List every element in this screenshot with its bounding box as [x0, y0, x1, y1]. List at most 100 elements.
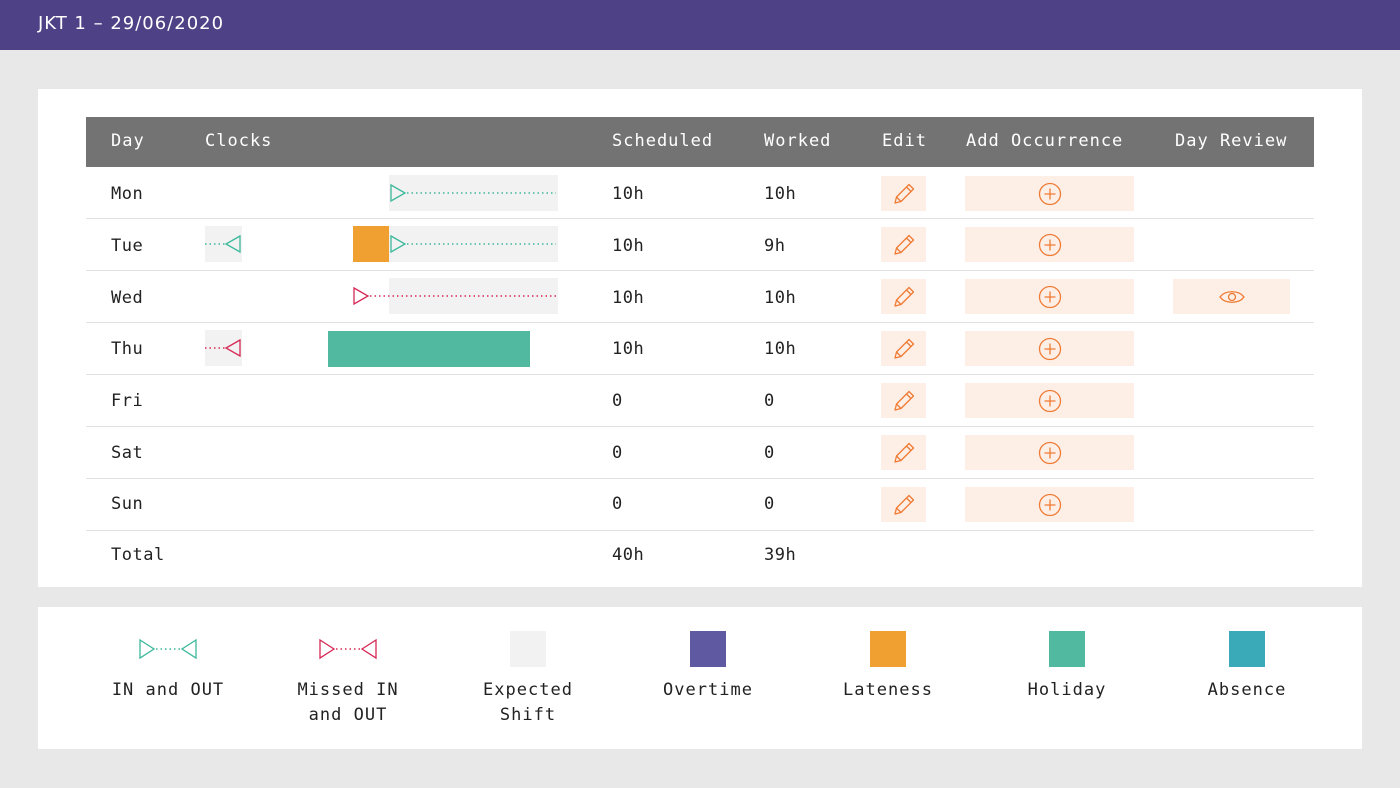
missed-in-out-clock-icon	[319, 638, 377, 660]
row-worked-mon: 10h	[764, 184, 797, 204]
legend-item-overtime: Overtime	[628, 631, 788, 703]
row-scheduled-mon: 10h	[612, 184, 645, 204]
clock-in-icon	[390, 183, 556, 203]
row-day-sun: Sun	[111, 494, 144, 514]
row-day-sat: Sat	[111, 443, 144, 463]
edit-button[interactable]	[881, 279, 926, 314]
plus-circle-icon	[1038, 441, 1061, 464]
legend-item-in-out: IN and OUT	[88, 631, 248, 703]
in-out-clock-icon	[139, 638, 197, 660]
legend-item-missed-in-out: Missed IN and OUT	[268, 631, 428, 728]
column-header-day-review: Day Review	[1175, 131, 1288, 151]
row-divider	[86, 374, 1314, 375]
legend-label: Overtime	[663, 680, 753, 700]
legend-label: Absence	[1207, 680, 1287, 700]
timesheet-panel	[38, 89, 1362, 587]
missed-clock-in-icon	[353, 286, 556, 306]
row-day-tue: Tue	[111, 236, 144, 256]
pencil-icon	[893, 442, 914, 463]
row-worked-tue: 9h	[764, 236, 786, 256]
pencil-icon	[893, 390, 914, 411]
pencil-icon	[893, 183, 914, 204]
add-occurrence-button[interactable]	[965, 435, 1134, 470]
row-day-fri: Fri	[111, 391, 144, 411]
add-occurrence-button[interactable]	[965, 383, 1134, 418]
total-scheduled: 40h	[612, 545, 645, 565]
expected-shift-swatch	[510, 631, 546, 667]
overtime-swatch	[690, 631, 726, 667]
legend-item-absence: Absence	[1167, 631, 1327, 703]
missed-clock-out-icon	[205, 338, 241, 358]
edit-button[interactable]	[881, 435, 926, 470]
legend-panel	[38, 607, 1362, 749]
add-occurrence-button[interactable]	[965, 279, 1134, 314]
row-worked-fri: 0	[764, 391, 775, 411]
total-label: Total	[111, 545, 165, 565]
legend-item-holiday: Holiday	[987, 631, 1147, 703]
eye-icon	[1218, 290, 1245, 303]
row-divider	[86, 426, 1314, 427]
plus-circle-icon	[1038, 493, 1061, 516]
pencil-icon	[893, 234, 914, 255]
lateness-bar	[353, 226, 389, 262]
day-review-button[interactable]	[1173, 279, 1290, 314]
column-header-day: Day	[111, 131, 145, 151]
column-header-clocks: Clocks	[205, 131, 273, 151]
top-bar: JKT 1 – 29/06/2020	[0, 0, 1400, 50]
row-divider	[86, 270, 1314, 271]
row-divider	[86, 478, 1314, 479]
row-divider	[86, 218, 1314, 219]
pencil-icon	[893, 494, 914, 515]
edit-button[interactable]	[881, 227, 926, 262]
row-scheduled-sun: 0	[612, 494, 623, 514]
row-worked-sat: 0	[764, 443, 775, 463]
add-occurrence-button[interactable]	[965, 331, 1134, 366]
row-scheduled-fri: 0	[612, 391, 623, 411]
plus-circle-icon	[1038, 233, 1061, 256]
row-worked-thu: 10h	[764, 339, 797, 359]
row-divider	[86, 530, 1314, 531]
row-day-wed: Wed	[111, 288, 144, 308]
edit-button[interactable]	[881, 383, 926, 418]
row-scheduled-wed: 10h	[612, 288, 645, 308]
row-scheduled-tue: 10h	[612, 236, 645, 256]
row-scheduled-thu: 10h	[612, 339, 645, 359]
legend-label: IN and OUT	[111, 680, 225, 700]
plus-circle-icon	[1038, 389, 1061, 412]
add-occurrence-button[interactable]	[965, 487, 1134, 522]
total-worked: 39h	[764, 545, 797, 565]
add-occurrence-button[interactable]	[965, 227, 1134, 262]
column-header-add-occurrence: Add Occurrence	[966, 131, 1124, 151]
lateness-swatch	[870, 631, 906, 667]
absence-swatch	[1229, 631, 1265, 667]
clock-in-icon	[390, 234, 556, 254]
holiday-bar	[328, 331, 530, 367]
column-header-worked: Worked	[764, 131, 832, 151]
plus-circle-icon	[1038, 182, 1061, 205]
add-occurrence-button[interactable]	[965, 176, 1134, 211]
row-scheduled-sat: 0	[612, 443, 623, 463]
legend-label: Lateness	[843, 680, 933, 700]
row-day-thu: Thu	[111, 339, 144, 359]
edit-button[interactable]	[881, 331, 926, 366]
legend-label: Holiday	[1027, 680, 1107, 700]
page-title: JKT 1 – 29/06/2020	[38, 13, 225, 34]
column-header-scheduled: Scheduled	[612, 131, 714, 151]
row-divider	[86, 322, 1314, 323]
pencil-icon	[893, 338, 914, 359]
holiday-swatch	[1049, 631, 1085, 667]
table-header	[86, 117, 1314, 167]
edit-button[interactable]	[881, 487, 926, 522]
legend-item-lateness: Lateness	[808, 631, 968, 703]
pencil-icon	[893, 286, 914, 307]
legend-label: Missed IN and OUT	[297, 680, 399, 725]
edit-button[interactable]	[881, 176, 926, 211]
row-day-mon: Mon	[111, 184, 144, 204]
clock-out-icon	[205, 234, 241, 254]
row-worked-wed: 10h	[764, 288, 797, 308]
legend-item-expected-shift: Expected Shift	[448, 631, 608, 728]
legend-label: Expected Shift	[483, 680, 573, 725]
plus-circle-icon	[1038, 285, 1061, 308]
plus-circle-icon	[1038, 337, 1061, 360]
row-worked-sun: 0	[764, 494, 775, 514]
